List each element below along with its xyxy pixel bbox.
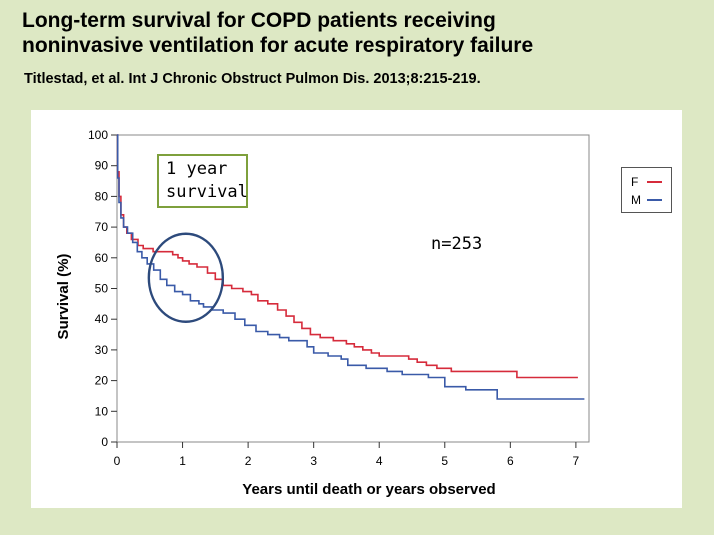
survival-chart: 0 10 20 30 40 50 60 70 80 90 100 0 1 2 3 4 5 6 7 Years unti… xyxy=(55,128,590,498)
y-tick-label-40: 40 xyxy=(95,312,109,326)
legend-entry-f: F xyxy=(631,175,662,189)
sample-size-label: n=253 xyxy=(431,234,483,254)
y-tick-label-20: 20 xyxy=(95,374,109,388)
y-tick-label-90: 90 xyxy=(95,159,109,173)
series-line-m xyxy=(116,134,585,400)
title-line-2: noninvasive ventilation for acute respir… xyxy=(22,34,534,57)
citation: Titlestad, et al. Int J Chronic Obstruct… xyxy=(24,71,481,87)
legend-entry-m: M xyxy=(631,193,662,207)
y-tick-label-70: 70 xyxy=(95,220,109,234)
legend-swatch-f xyxy=(647,181,662,183)
slide-title: Long-term survival for COPD patients rec… xyxy=(22,8,533,58)
callout-line-2: survival xyxy=(166,182,248,202)
y-tick-label-10: 10 xyxy=(95,404,109,418)
y-axis-label: Survival (%) xyxy=(55,254,72,340)
callout-line-1: 1 year xyxy=(166,159,228,179)
x-tick-label-1: 1 xyxy=(179,454,186,468)
y-tick-label-0: 0 xyxy=(101,435,108,449)
x-tick-label-5: 5 xyxy=(441,454,448,468)
x-tick-label-4: 4 xyxy=(376,454,383,468)
x-tick-label-7: 7 xyxy=(573,454,580,468)
y-tick-label-30: 30 xyxy=(95,343,109,357)
x-tick-label-6: 6 xyxy=(507,454,514,468)
legend-label-f: F xyxy=(631,175,639,189)
x-tick-label-3: 3 xyxy=(310,454,317,468)
y-tick-label-60: 60 xyxy=(95,251,109,265)
one-year-survival-callout: 1 year survival xyxy=(157,154,248,208)
title-line-1: Long-term survival for COPD patients rec… xyxy=(22,9,496,32)
one-year-highlight-ellipse xyxy=(147,232,225,323)
x-axis-label: Years until death or years observed xyxy=(242,481,495,498)
x-tick-label-2: 2 xyxy=(245,454,252,468)
y-tick-label-50: 50 xyxy=(95,282,109,296)
series-line-f xyxy=(116,134,578,379)
legend-label-m: M xyxy=(631,193,641,207)
legend-swatch-m xyxy=(647,199,662,201)
y-tick-label-80: 80 xyxy=(95,189,109,203)
x-tick-label-0: 0 xyxy=(114,454,121,468)
chart-legend: F M xyxy=(621,167,672,213)
y-tick-label-100: 100 xyxy=(88,128,108,142)
chart-panel: 0 10 20 30 40 50 60 70 80 90 100 0 1 2 3 4 5 6 7 Years unti… xyxy=(31,110,682,508)
